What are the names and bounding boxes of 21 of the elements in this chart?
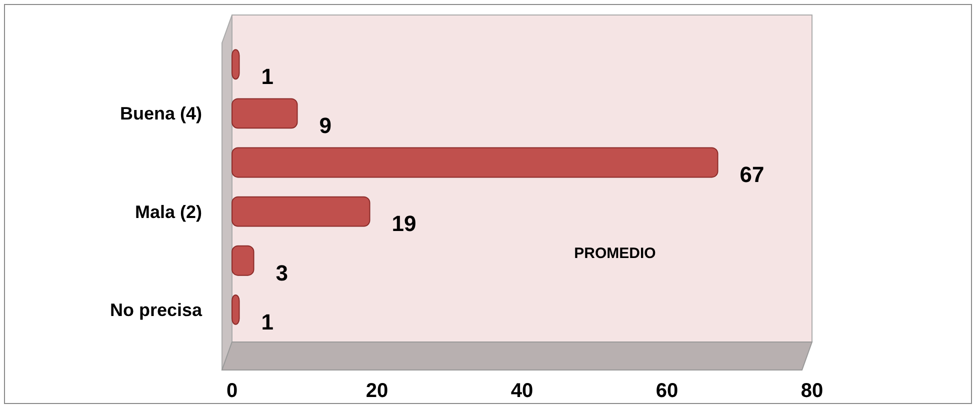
data-label: 19	[392, 211, 416, 236]
data-label: 9	[319, 113, 332, 138]
x-tick-label: 20	[366, 380, 388, 402]
annotation: PROMEDIO	[574, 245, 656, 262]
y-tick-label: No precisa	[110, 300, 203, 320]
data-label: 1	[261, 64, 274, 90]
data-label: 1	[261, 309, 274, 334]
data-label: 3	[276, 260, 288, 286]
x-tick-label: 0	[226, 380, 238, 402]
bar	[232, 49, 240, 80]
data-label: 67	[740, 162, 764, 188]
bar	[232, 294, 240, 325]
bar	[232, 98, 298, 129]
bar	[232, 147, 718, 178]
y-tick-label: Buena (4)	[120, 104, 202, 124]
bar	[232, 196, 370, 227]
x-tick-label: 80	[800, 380, 824, 402]
x-tick-label: 40	[510, 380, 534, 402]
bar	[232, 245, 254, 276]
x-tick-label: 60	[656, 380, 678, 402]
y-tick-label: Mala (2)	[134, 202, 202, 222]
